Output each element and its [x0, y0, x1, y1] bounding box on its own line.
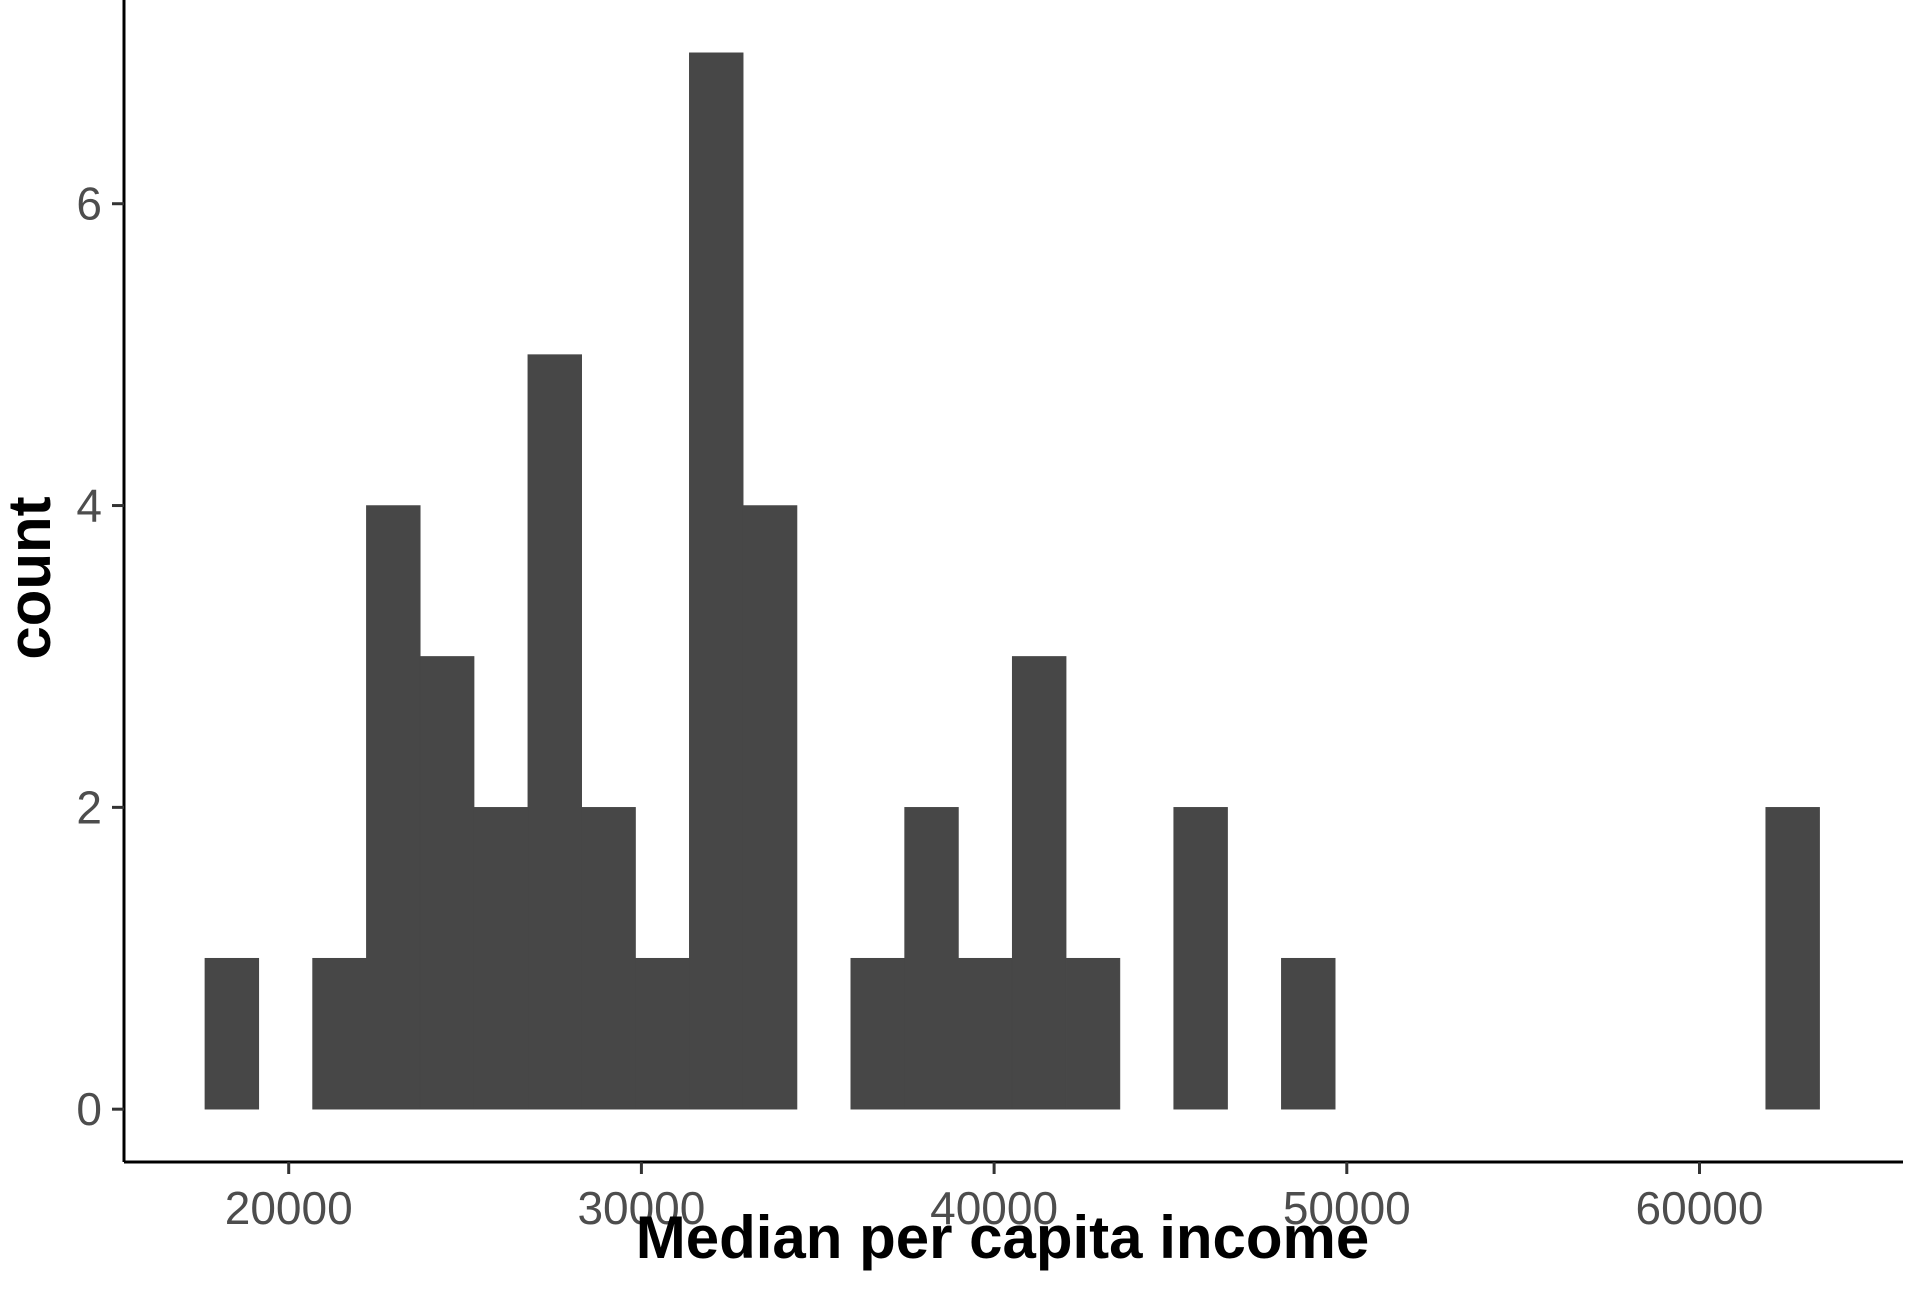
histogram-bar — [635, 957, 690, 1110]
y-axis-ticks: 0 2 4 6 — [76, 178, 124, 1135]
x-tick-label: 60000 — [1636, 1182, 1764, 1234]
x-axis-ticks: 20000 30000 40000 50000 60000 — [225, 1162, 1764, 1234]
y-axis-title: count — [0, 496, 63, 659]
bars-layer — [204, 52, 1820, 1110]
histogram-bar — [1281, 957, 1336, 1110]
x-tick-label: 30000 — [577, 1182, 705, 1234]
histogram-bar — [904, 807, 959, 1110]
histogram-bar — [958, 957, 1013, 1110]
histogram-bar — [419, 656, 475, 1110]
histogram-bar — [689, 52, 744, 1110]
histogram-bar — [312, 957, 367, 1110]
x-tick-label: 50000 — [1283, 1182, 1411, 1234]
y-tick-label: 0 — [76, 1083, 102, 1135]
y-tick-label: 4 — [76, 480, 102, 532]
histogram-bar — [366, 505, 421, 1110]
y-tick-label: 6 — [76, 178, 102, 230]
x-tick-label: 20000 — [225, 1182, 353, 1234]
histogram-bar — [850, 957, 905, 1110]
histogram-bar — [1065, 957, 1121, 1110]
histogram-bar — [1173, 807, 1228, 1110]
histogram-bar — [1011, 656, 1067, 1110]
histogram-bar — [204, 957, 260, 1110]
x-axis-title: Median per capita income — [636, 1204, 1370, 1271]
histogram-bar — [581, 807, 636, 1110]
y-tick-label: 2 — [76, 781, 102, 833]
histogram-bar — [527, 354, 582, 1110]
histogram-bar — [742, 505, 798, 1110]
histogram-bar — [473, 807, 529, 1110]
x-tick-label: 40000 — [930, 1182, 1058, 1234]
histogram-bar — [1765, 807, 1820, 1110]
